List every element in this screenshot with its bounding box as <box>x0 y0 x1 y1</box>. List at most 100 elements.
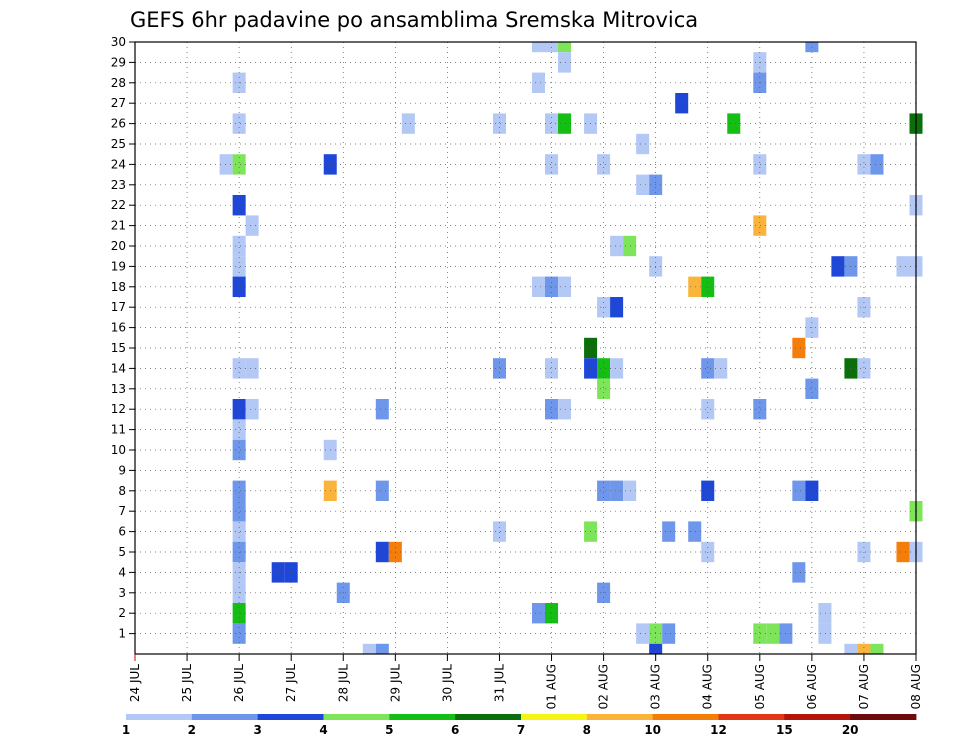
precip-cell <box>232 276 246 297</box>
x-tick-label: 07 AUG <box>857 664 871 709</box>
y-tick-label: 24 <box>111 157 126 171</box>
colorbar-swatch <box>586 714 654 720</box>
precip-cell <box>232 235 246 257</box>
y-tick-label: 22 <box>111 198 126 212</box>
y-tick-label: 17 <box>111 300 126 314</box>
precip-cell <box>636 174 650 195</box>
precip-cell <box>232 623 246 644</box>
colorbar-swatch <box>126 714 193 720</box>
y-tick-label: 28 <box>111 76 126 90</box>
precip-cell <box>792 480 806 501</box>
colorbar-label: 8 <box>583 723 591 737</box>
precip-cell <box>766 623 780 644</box>
colorbar-label: 7 <box>517 723 525 737</box>
precip-cell <box>610 235 624 257</box>
precip-cell <box>675 93 689 114</box>
precip-cell <box>558 276 572 297</box>
y-tick-label: 30 <box>111 35 126 49</box>
precip-cell <box>610 297 624 318</box>
y-tick-label: 7 <box>118 504 126 518</box>
precip-cell <box>232 419 246 440</box>
precip-cell <box>545 276 559 297</box>
precip-cell <box>232 603 246 624</box>
precip-cell <box>792 337 806 359</box>
colorbar-label: 6 <box>451 723 459 737</box>
precip-cell <box>232 521 246 542</box>
precip-cell <box>701 276 715 297</box>
y-tick-label: 10 <box>111 443 126 457</box>
precip-cell <box>245 215 259 236</box>
precip-cell <box>219 154 233 175</box>
precip-cell <box>375 643 389 654</box>
x-tick-label: 01 AUG <box>545 664 559 709</box>
colorbar-swatch <box>718 714 785 720</box>
y-tick-label: 23 <box>111 178 126 192</box>
precip-cell <box>662 521 676 542</box>
precip-cell <box>271 562 285 583</box>
x-tick-label: 02 AUG <box>597 664 611 709</box>
precip-cell <box>532 72 546 93</box>
precip-cell <box>792 562 806 583</box>
precip-cell <box>597 154 611 175</box>
y-tick-label: 1 <box>118 627 126 641</box>
colorbar: 1 2 3 4 5 6 7 8 10 12 15 20 <box>122 714 917 737</box>
precip-cell <box>870 643 884 654</box>
chart-title: GEFS 6hr padavine po ansamblima Sremska … <box>130 8 698 32</box>
precip-cell <box>232 256 246 277</box>
colorbar-swatch <box>455 714 522 720</box>
precip-cell <box>857 154 871 175</box>
y-tick-label: 3 <box>118 586 126 600</box>
precip-cell <box>532 42 546 53</box>
x-tick-label: 28 JUL <box>336 664 350 702</box>
precip-cell <box>545 113 559 134</box>
precip-cell <box>844 643 858 654</box>
precip-cell <box>896 256 910 277</box>
x-tick-label: 06 AUG <box>805 664 819 709</box>
colorbar-swatch <box>191 714 259 720</box>
x-tick-label: 08 AUG <box>909 664 923 709</box>
precip-cell <box>623 480 637 501</box>
y-tick-label: 19 <box>111 259 126 273</box>
precip-cell <box>857 643 871 654</box>
y-tick-label: 18 <box>111 280 126 294</box>
y-tick-label: 20 <box>111 239 126 253</box>
x-axis-ticks: 24 JUL 25 JUL 26 JUL 27 JUL 28 JUL 29 JUL 30 J… <box>128 654 923 709</box>
y-tick-label: 9 <box>118 463 126 477</box>
y-tick-label: 5 <box>118 545 126 559</box>
y-tick-label: 21 <box>111 219 126 233</box>
precip-cell <box>727 113 741 134</box>
precip-cell <box>805 378 819 399</box>
precip-cell <box>636 623 650 644</box>
y-tick-label: 8 <box>118 484 126 498</box>
precip-cell <box>610 480 624 501</box>
precip-cell <box>232 480 246 501</box>
x-tick-label: 26 JUL <box>232 664 246 702</box>
x-tick-label: 31 JUL <box>492 664 506 702</box>
precip-cell <box>857 358 871 379</box>
y-tick-label: 6 <box>118 525 126 539</box>
x-tick-label: 03 AUG <box>649 664 663 709</box>
colorbar-label: 10 <box>644 723 661 737</box>
precip-cell <box>532 603 546 624</box>
colorbar-label: 3 <box>253 723 261 737</box>
colorbar-swatch <box>652 714 719 720</box>
y-tick-label: 15 <box>111 341 126 355</box>
precip-cell <box>805 480 819 501</box>
colorbar-label: 1 <box>122 723 130 737</box>
x-tick-label: 05 AUG <box>753 664 767 709</box>
precip-cell <box>232 113 246 134</box>
colorbar-label: 2 <box>188 723 196 737</box>
y-tick-label: 25 <box>111 137 126 151</box>
x-tick-label: 24 JUL <box>128 664 142 702</box>
precip-cell <box>818 603 832 624</box>
precip-cell <box>232 399 246 420</box>
precip-cell <box>492 358 506 379</box>
precip-cell <box>375 480 389 501</box>
y-tick-label: 12 <box>111 402 126 416</box>
precip-cell <box>558 113 572 134</box>
precip-cell <box>597 480 611 501</box>
precip-cell <box>375 541 389 563</box>
precip-cell <box>662 623 676 644</box>
colorbar-swatch <box>521 714 588 720</box>
colorbar-label: 5 <box>385 723 393 737</box>
